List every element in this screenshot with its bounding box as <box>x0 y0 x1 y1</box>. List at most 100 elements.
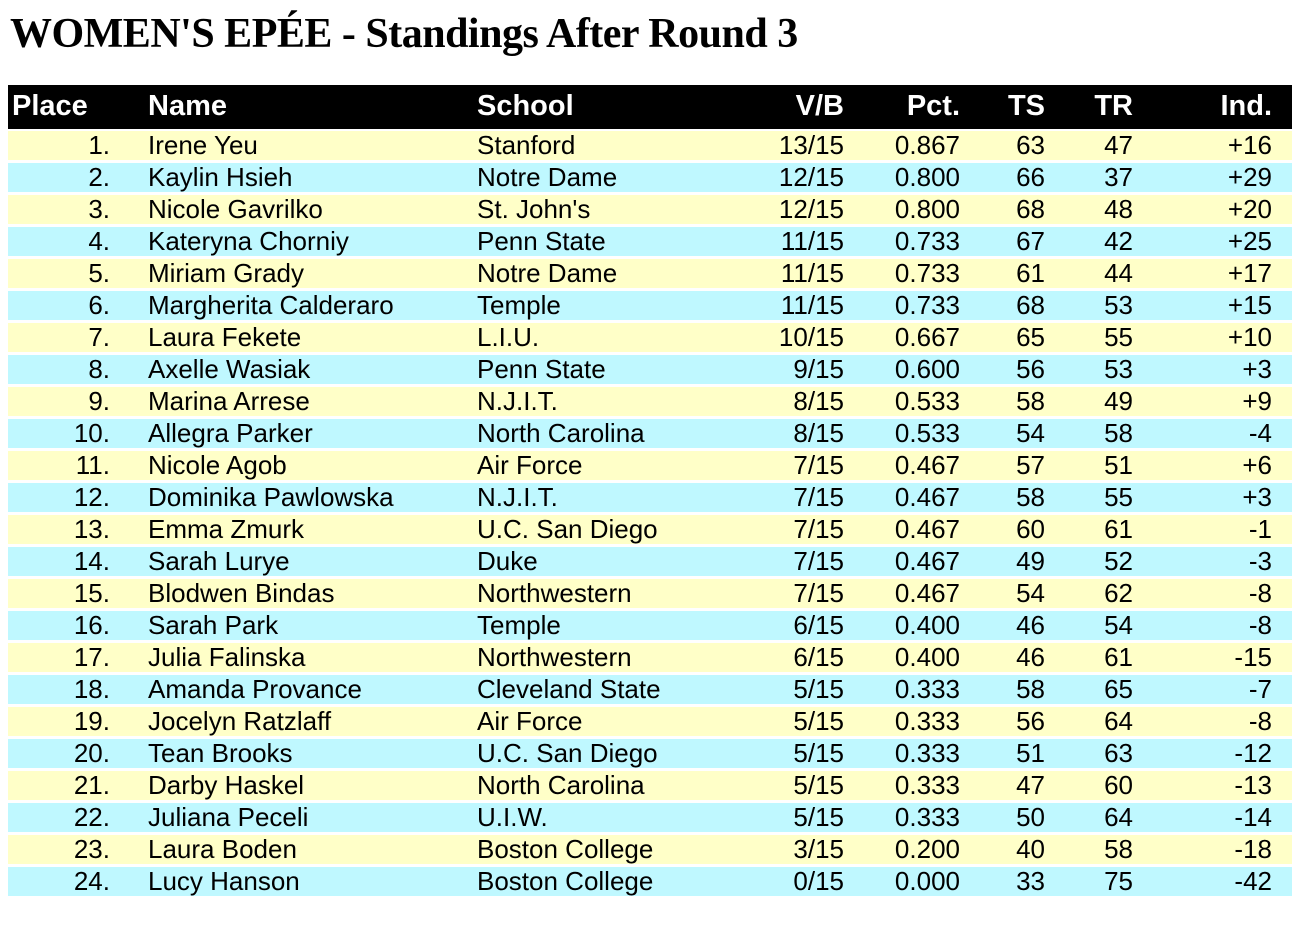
cell-name: Nicole Agob <box>110 451 439 483</box>
cell-pct: 0.733 <box>844 259 960 291</box>
cell-pct: 0.400 <box>844 611 960 643</box>
cell-name: Sarah Lurye <box>110 547 439 579</box>
table-header-row: Place Name School V/B Pct. TS TR Ind. <box>8 85 1292 131</box>
cell-ts: 65 <box>960 323 1045 355</box>
standings-row: 13. Emma Zmurk U.C. San Diego 7/15 0.467 60 61… <box>8 515 1292 547</box>
cell-place: 15. <box>8 579 110 611</box>
cell-ts: 54 <box>960 419 1045 451</box>
cell-ind: +29 <box>1133 163 1292 195</box>
cell-vb: 8/15 <box>714 419 844 451</box>
cell-school: U.I.W. <box>439 803 714 835</box>
cell-ind: +3 <box>1133 483 1292 515</box>
page-title: WOMEN'S EPÉE - Standings After Round 3 <box>10 11 798 57</box>
cell-ind: -7 <box>1133 675 1292 707</box>
table-header: Place Name School V/B Pct. TS TR Ind. <box>8 85 1292 131</box>
cell-ind: -1 <box>1133 515 1292 547</box>
cell-ts: 54 <box>960 579 1045 611</box>
cell-place: 23. <box>8 835 110 867</box>
cell-tr: 53 <box>1045 355 1133 387</box>
cell-place: 14. <box>8 547 110 579</box>
cell-vb: 0/15 <box>714 867 844 899</box>
standings-row: 17. Julia Falinska Northwestern 6/15 0.400 46… <box>8 643 1292 675</box>
cell-school: U.C. San Diego <box>439 739 714 771</box>
cell-place: 7. <box>8 323 110 355</box>
cell-pct: 0.333 <box>844 675 960 707</box>
standings-row: 1. Irene Yeu Stanford 13/15 0.867 63 47 +16 <box>8 131 1292 163</box>
cell-place: 21. <box>8 771 110 803</box>
cell-ts: 40 <box>960 835 1045 867</box>
cell-ts: 67 <box>960 227 1045 259</box>
cell-vb: 3/15 <box>714 835 844 867</box>
cell-tr: 75 <box>1045 867 1133 899</box>
cell-ind: -8 <box>1133 611 1292 643</box>
cell-ind: -12 <box>1133 739 1292 771</box>
cell-name: Lucy Hanson <box>110 867 439 899</box>
cell-ts: 57 <box>960 451 1045 483</box>
cell-place: 10. <box>8 419 110 451</box>
cell-ts: 33 <box>960 867 1045 899</box>
cell-name: Sarah Park <box>110 611 439 643</box>
cell-tr: 55 <box>1045 483 1133 515</box>
cell-ind: -8 <box>1133 579 1292 611</box>
cell-ts: 56 <box>960 355 1045 387</box>
standings-row: 11. Nicole Agob Air Force 7/15 0.467 57 51 +6 <box>8 451 1292 483</box>
cell-place: 2. <box>8 163 110 195</box>
cell-school: St. John's <box>439 195 714 227</box>
cell-name: Margherita Calderaro <box>110 291 439 323</box>
cell-place: 17. <box>8 643 110 675</box>
cell-vb: 12/15 <box>714 195 844 227</box>
cell-tr: 52 <box>1045 547 1133 579</box>
cell-pct: 0.867 <box>844 131 960 163</box>
standings-row: 6. Margherita Calderaro Temple 11/15 0.733 68… <box>8 291 1292 323</box>
cell-pct: 0.800 <box>844 163 960 195</box>
cell-ind: +3 <box>1133 355 1292 387</box>
cell-pct: 0.667 <box>844 323 960 355</box>
cell-name: Laura Fekete <box>110 323 439 355</box>
cell-pct: 0.533 <box>844 387 960 419</box>
cell-school: North Carolina <box>439 419 714 451</box>
cell-school: Penn State <box>439 227 714 259</box>
cell-pct: 0.600 <box>844 355 960 387</box>
standings-row: 22. Juliana Peceli U.I.W. 5/15 0.333 50 64 -14 <box>8 803 1292 835</box>
cell-pct: 0.467 <box>844 579 960 611</box>
cell-tr: 51 <box>1045 451 1133 483</box>
cell-name: Nicole Gavrilko <box>110 195 439 227</box>
cell-tr: 37 <box>1045 163 1133 195</box>
cell-name: Blodwen Bindas <box>110 579 439 611</box>
cell-pct: 0.733 <box>844 291 960 323</box>
standings-row: 10. Allegra Parker North Carolina 8/15 0.533… <box>8 419 1292 451</box>
cell-vb: 5/15 <box>714 771 844 803</box>
cell-name: Darby Haskel <box>110 771 439 803</box>
cell-vb: 11/15 <box>714 259 844 291</box>
cell-name: Kaylin Hsieh <box>110 163 439 195</box>
cell-vb: 11/15 <box>714 291 844 323</box>
cell-place: 22. <box>8 803 110 835</box>
cell-ts: 50 <box>960 803 1045 835</box>
cell-tr: 64 <box>1045 803 1133 835</box>
cell-vb: 5/15 <box>714 707 844 739</box>
cell-place: 4. <box>8 227 110 259</box>
cell-tr: 64 <box>1045 707 1133 739</box>
cell-ts: 47 <box>960 771 1045 803</box>
cell-pct: 0.200 <box>844 835 960 867</box>
cell-vb: 9/15 <box>714 355 844 387</box>
cell-ind: +25 <box>1133 227 1292 259</box>
cell-tr: 63 <box>1045 739 1133 771</box>
cell-place: 12. <box>8 483 110 515</box>
cell-school: Duke <box>439 547 714 579</box>
cell-tr: 55 <box>1045 323 1133 355</box>
cell-tr: 60 <box>1045 771 1133 803</box>
cell-pct: 0.467 <box>844 515 960 547</box>
cell-pct: 0.800 <box>844 195 960 227</box>
cell-pct: 0.467 <box>844 483 960 515</box>
cell-ind: -13 <box>1133 771 1292 803</box>
cell-pct: 0.333 <box>844 771 960 803</box>
cell-pct: 0.533 <box>844 419 960 451</box>
column-header-school: School <box>439 85 714 131</box>
standings-row: 15. Blodwen Bindas Northwestern 7/15 0.467 54… <box>8 579 1292 611</box>
cell-place: 6. <box>8 291 110 323</box>
cell-tr: 54 <box>1045 611 1133 643</box>
cell-vb: 7/15 <box>714 451 844 483</box>
cell-ind: -42 <box>1133 867 1292 899</box>
cell-place: 11. <box>8 451 110 483</box>
